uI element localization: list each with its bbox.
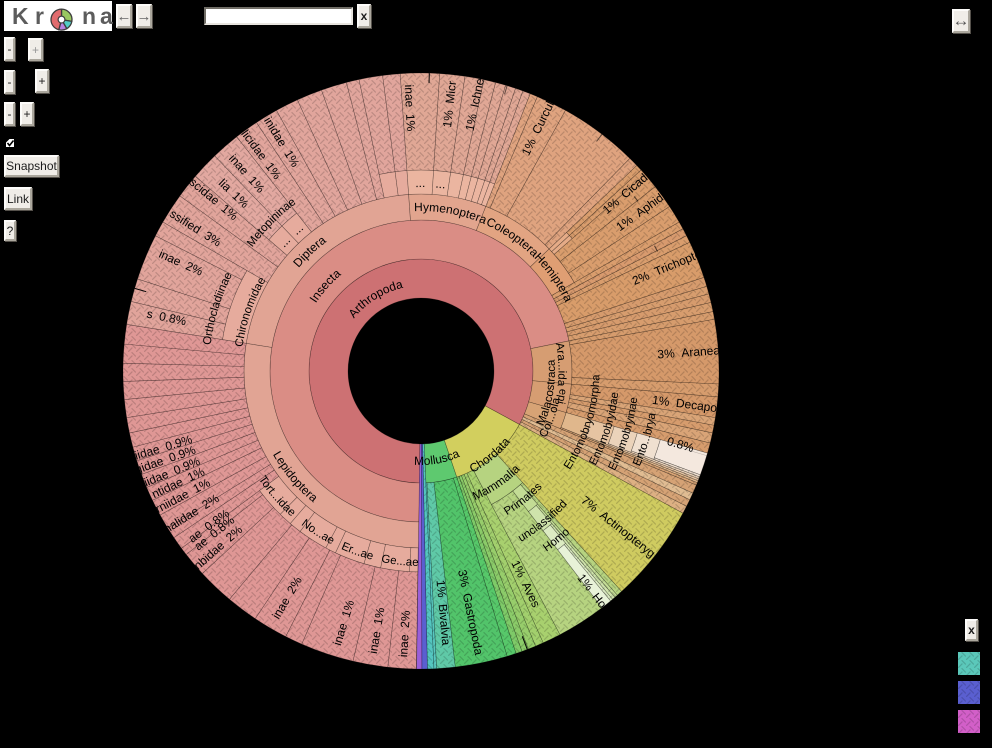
svg-text:1% Micr: 1% Micr	[440, 80, 459, 128]
svg-text:inae 2%: inae 2%	[396, 610, 413, 658]
svg-text:...: ...	[435, 177, 447, 192]
svg-text:Ara...ida: Ara...ida	[553, 342, 568, 388]
svg-text:epi: epi	[554, 388, 568, 405]
svg-text:1% Bivalvia: 1% Bivalvia	[434, 579, 454, 646]
svg-text:Ge...ae: Ge...ae	[380, 553, 418, 569]
svg-text:inae 1%: inae 1%	[402, 84, 418, 132]
svg-text:3% Araneae: 3% Araneae	[657, 343, 727, 362]
svg-text:...: ...	[415, 176, 425, 190]
